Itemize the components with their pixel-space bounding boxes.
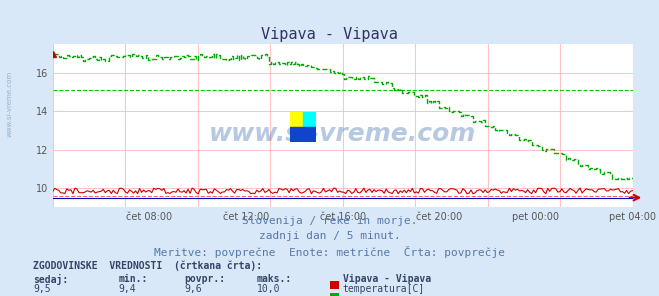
Text: Meritve: povprečne  Enote: metrične  Črta: povprečje: Meritve: povprečne Enote: metrične Črta:… xyxy=(154,246,505,258)
Text: min.:: min.: xyxy=(119,274,148,284)
Text: www.si-vreme.com: www.si-vreme.com xyxy=(209,122,476,146)
Text: Vipava - Vipava: Vipava - Vipava xyxy=(343,274,431,284)
Text: ZGODOVINSKE  VREDNOSTI  (črtkana črta):: ZGODOVINSKE VREDNOSTI (črtkana črta): xyxy=(33,260,262,271)
Text: maks.:: maks.: xyxy=(257,274,292,284)
Text: Vipava - Vipava: Vipava - Vipava xyxy=(261,27,398,42)
Polygon shape xyxy=(303,112,316,127)
Polygon shape xyxy=(290,127,316,142)
Polygon shape xyxy=(290,112,303,127)
Text: 9,5: 9,5 xyxy=(33,284,51,294)
Text: 10,0: 10,0 xyxy=(257,284,281,294)
Text: 9,4: 9,4 xyxy=(119,284,136,294)
Text: www.si-vreme.com: www.si-vreme.com xyxy=(7,70,13,137)
Text: povpr.:: povpr.: xyxy=(185,274,225,284)
Text: Slovenija / reke in morje.: Slovenija / reke in morje. xyxy=(242,216,417,226)
Text: sedaj:: sedaj: xyxy=(33,274,68,285)
Text: 9,6: 9,6 xyxy=(185,284,202,294)
Text: temperatura[C]: temperatura[C] xyxy=(343,284,425,294)
Text: zadnji dan / 5 minut.: zadnji dan / 5 minut. xyxy=(258,231,401,241)
